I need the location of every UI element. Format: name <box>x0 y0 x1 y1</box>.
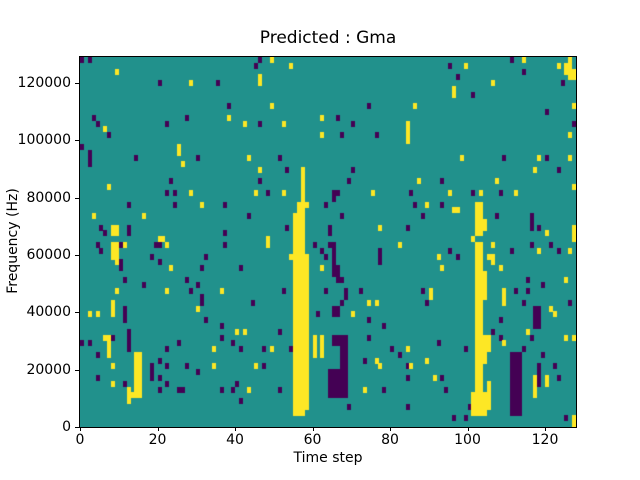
x-tick-mark <box>235 427 236 431</box>
x-tick-mark <box>390 427 391 431</box>
y-tick-mark <box>75 197 79 199</box>
x-tick-label: 120 <box>531 432 559 448</box>
y-axis-label: Frequency (Hz) <box>5 188 21 294</box>
plot-area <box>79 56 577 428</box>
y-tick-label: 80000 <box>26 189 71 206</box>
x-tick-mark <box>80 427 81 431</box>
x-axis-label: Time step <box>293 450 363 466</box>
x-tick-label: 20 <box>148 432 167 448</box>
x-tick-label: 40 <box>226 432 244 448</box>
y-tick-label: 0 <box>62 419 71 435</box>
y-tick-mark <box>75 427 79 428</box>
y-tick-label: 100000 <box>17 132 71 149</box>
y-tick-mark <box>75 82 79 84</box>
x-tick-mark <box>157 427 159 431</box>
heatmap-canvas <box>80 57 576 427</box>
y-tick-mark <box>75 254 79 256</box>
x-tick-mark <box>312 427 314 431</box>
y-tick-label: 60000 <box>26 246 71 263</box>
y-tick-label: 120000 <box>17 74 71 91</box>
x-tick-mark <box>467 427 469 431</box>
plot-title: Predicted : Gma <box>259 28 397 48</box>
y-tick-label: 40000 <box>26 304 71 321</box>
x-tick-label: 60 <box>303 432 322 448</box>
x-tick-label: 80 <box>381 432 399 448</box>
x-tick-label: 0 <box>75 432 85 448</box>
x-tick-label: 100 <box>454 432 481 448</box>
y-tick-mark <box>75 369 79 371</box>
y-tick-mark <box>75 312 79 314</box>
y-tick-label: 20000 <box>26 361 71 378</box>
y-tick-mark <box>75 140 79 142</box>
x-tick-mark <box>545 427 546 431</box>
